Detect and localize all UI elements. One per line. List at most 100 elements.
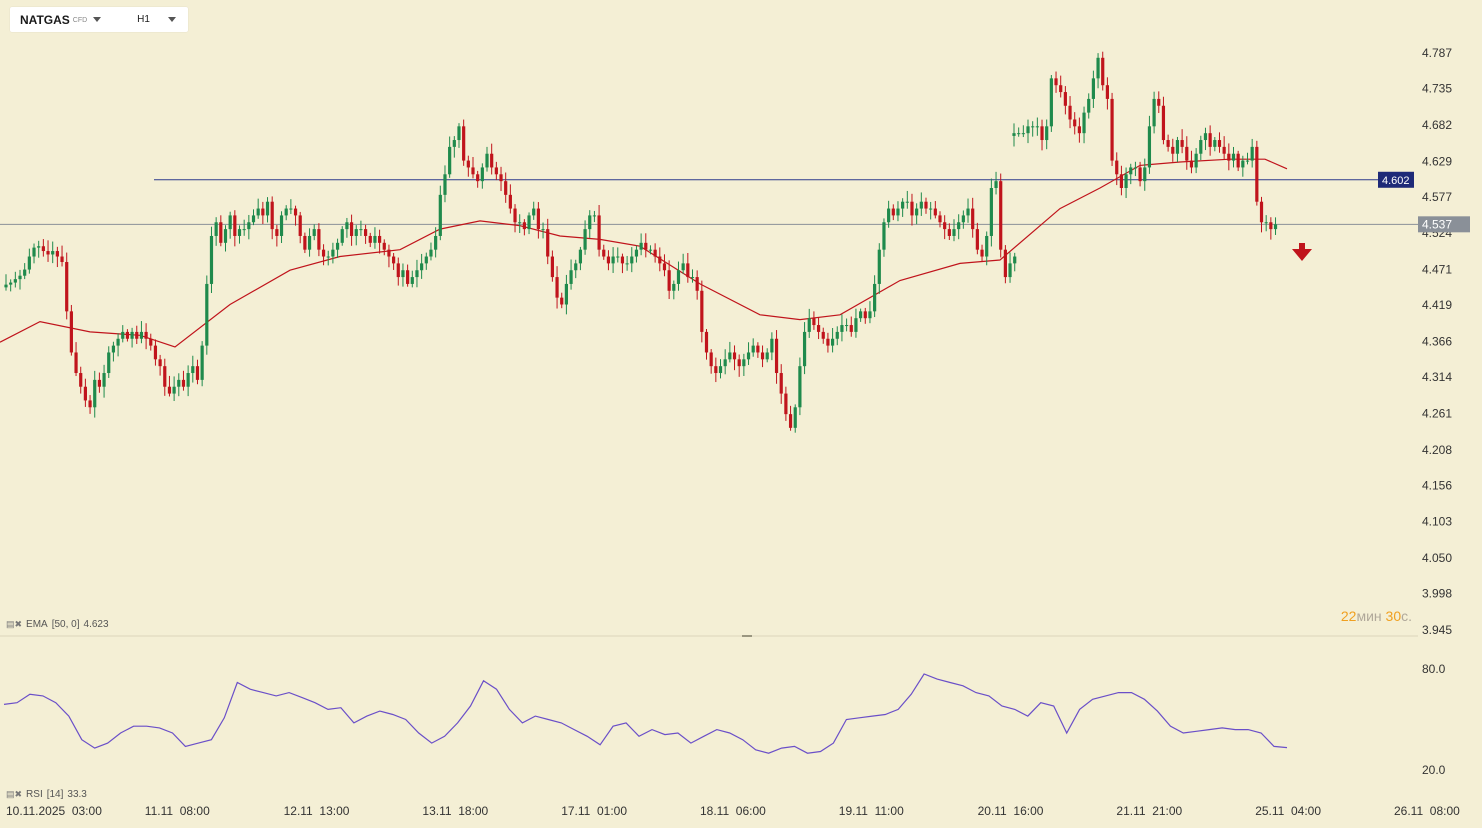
bullish-candle: [18, 275, 22, 280]
bearish-candle: [88, 400, 92, 408]
ema-line: [0, 158, 1288, 348]
bearish-candle: [891, 208, 895, 216]
rsi-indicator-label[interactable]: ▤✖ RSI [14] 33.3: [6, 789, 87, 800]
bullish-candle: [877, 249, 881, 284]
timeframe-selector[interactable]: H1: [137, 14, 150, 25]
bearish-candle: [303, 235, 307, 250]
bullish-candle: [1087, 98, 1091, 113]
bullish-candle: [630, 256, 634, 264]
bearish-candle: [1059, 85, 1063, 93]
bearish-candle: [1269, 222, 1273, 230]
bullish-candle: [793, 407, 797, 428]
bearish-candle: [975, 229, 979, 250]
bullish-candle: [1241, 160, 1245, 168]
price-axis-tick: 3.998: [1422, 587, 1452, 601]
bearish-candle: [167, 386, 172, 394]
bearish-candle: [41, 246, 45, 252]
bullish-candle: [1194, 153, 1198, 168]
bearish-candle: [695, 277, 699, 291]
bearish-candle: [714, 366, 718, 374]
bullish-candle: [873, 283, 877, 312]
bullish-candle: [966, 208, 970, 216]
bearish-candle: [97, 379, 101, 387]
bearish-candle: [536, 208, 540, 230]
timeframe-dropdown-chevron-icon[interactable]: [167, 17, 176, 22]
bullish-candle: [985, 235, 989, 257]
bullish-candle: [648, 249, 653, 251]
bullish-candle: [578, 249, 583, 264]
bearish-candle: [704, 331, 709, 353]
indicator-settings-icon[interactable]: ▤✖: [6, 789, 23, 799]
bearish-candle: [387, 249, 391, 257]
bullish-candle: [1082, 112, 1086, 134]
bearish-candle: [233, 215, 237, 236]
bullish-candle: [1035, 126, 1039, 128]
bullish-candle: [728, 352, 732, 360]
price-axis-tick: 4.682: [1422, 118, 1452, 132]
bearish-candle: [971, 208, 975, 230]
symbol-type-badge: CFD: [72, 17, 88, 24]
bullish-candle: [1049, 78, 1053, 127]
bearish-candle: [1180, 140, 1184, 147]
bearish-candle: [163, 366, 167, 387]
current-price-badge: [1418, 216, 1470, 233]
bullish-candle: [807, 318, 811, 332]
bearish-candle: [261, 208, 265, 216]
bearish-candle: [756, 345, 760, 353]
bullish-candle: [746, 352, 751, 360]
bearish-candle: [1157, 98, 1161, 106]
bullish-candle: [1152, 98, 1156, 127]
bullish-candle: [373, 235, 377, 243]
bullish-candle: [130, 331, 134, 339]
bullish-candle: [564, 283, 568, 305]
bullish-candle: [1096, 57, 1100, 79]
bearish-candle: [1222, 146, 1226, 154]
bullish-candle: [107, 352, 111, 374]
bullish-candle: [1012, 133, 1016, 136]
bearish-candle: [1040, 126, 1044, 141]
bullish-candle: [1045, 126, 1049, 141]
time-axis-tick: 18.11 06:00: [700, 804, 766, 818]
countdown-minutes: 22: [1340, 608, 1357, 624]
bullish-candle: [1133, 167, 1138, 169]
bullish-candle: [307, 235, 312, 250]
bearish-candle: [135, 331, 139, 339]
time-axis-tick: 13.11 18:00: [422, 804, 488, 818]
symbol-dropdown-chevron-icon[interactable]: [93, 17, 102, 22]
price-axis-tick: 4.629: [1422, 154, 1452, 168]
indicator-settings-icon[interactable]: ▤✖: [6, 619, 23, 629]
bearish-candle: [1171, 146, 1175, 154]
price-axis-tick: 4.103: [1422, 515, 1452, 529]
ema-indicator-label[interactable]: ▤✖ EMA [50, 0] 4.623: [6, 619, 109, 630]
bullish-candle: [845, 325, 849, 327]
rsi-line: [3, 673, 1288, 754]
bearish-candle: [153, 345, 158, 360]
bearish-candle: [788, 414, 793, 428]
bullish-candle: [588, 215, 592, 230]
bullish-candle: [1231, 153, 1236, 161]
bullish-candle: [93, 379, 97, 408]
bullish-candle: [1250, 146, 1254, 161]
bullish-candle: [868, 311, 872, 319]
bearish-candle: [1138, 167, 1142, 182]
bullish-candle: [616, 256, 620, 258]
bullish-candle: [569, 270, 573, 284]
bullish-candle: [765, 352, 769, 360]
countdown-seconds-unit: с.: [1401, 608, 1412, 624]
bullish-candle: [443, 174, 447, 195]
bearish-candle: [1003, 249, 1007, 278]
bearish-candle: [667, 270, 671, 291]
bullish-candle: [592, 215, 597, 217]
symbol-name[interactable]: NATGAS: [20, 12, 70, 27]
bullish-candle: [223, 229, 228, 243]
bearish-candle: [1105, 85, 1109, 99]
countdown-minutes-unit: мин: [1356, 608, 1382, 624]
bullish-candle: [1129, 167, 1133, 175]
bearish-candle: [924, 201, 928, 209]
time-axis-tick: 25.11 04:00: [1255, 804, 1321, 818]
bullish-candle: [989, 187, 993, 236]
bearish-candle: [74, 352, 78, 374]
bullish-candle: [102, 373, 106, 387]
sell-signal-arrow-icon: [1292, 243, 1312, 261]
